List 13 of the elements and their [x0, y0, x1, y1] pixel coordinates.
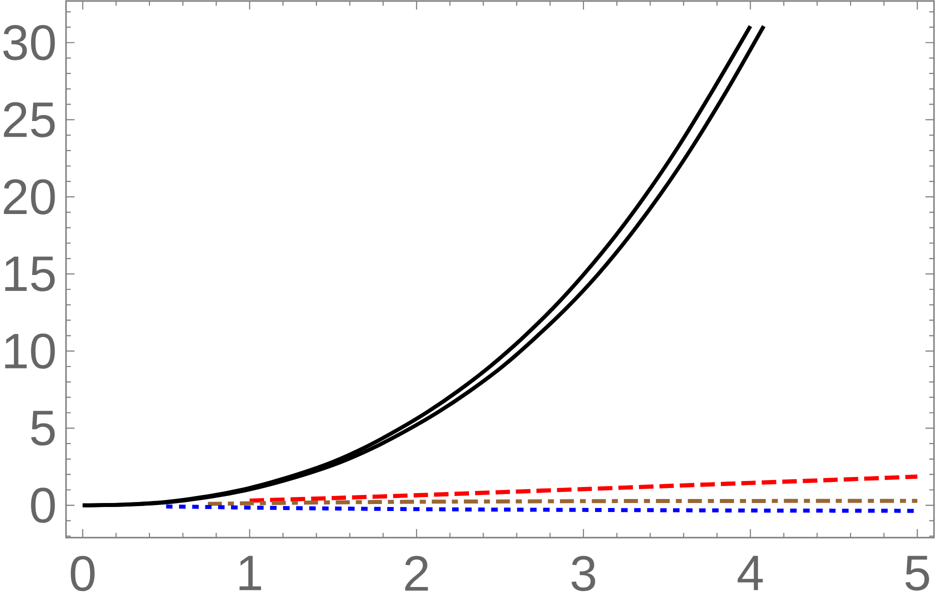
y-tick-label: 30	[3, 24, 55, 60]
x-tick-label: 3	[572, 556, 596, 592]
y-tick-label: 10	[5, 333, 55, 369]
y-tick-label: 15	[5, 256, 55, 292]
y-tick-label: 0	[31, 488, 55, 523]
x-tick-label: 2	[405, 556, 428, 591]
y-tick-label: 5	[31, 410, 55, 446]
x-tick-label: 5	[905, 556, 930, 591]
y-tick-label: 20	[4, 179, 55, 214]
y-tick-label: 25	[4, 102, 55, 138]
x-tick-label: 4	[738, 556, 763, 590]
x-tick-label: 0	[70, 556, 95, 592]
x-tick-label: 1	[240, 556, 262, 590]
